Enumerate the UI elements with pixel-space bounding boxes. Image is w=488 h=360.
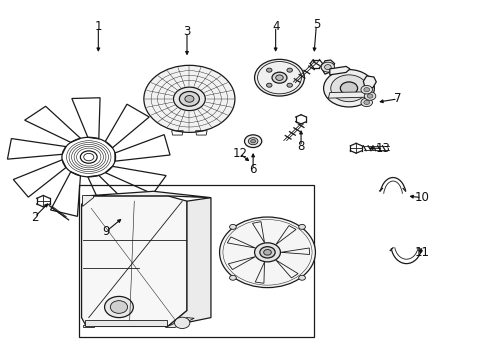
Text: 7: 7	[393, 93, 401, 105]
Circle shape	[363, 100, 369, 104]
Polygon shape	[328, 92, 369, 98]
Circle shape	[174, 317, 189, 329]
Circle shape	[324, 65, 330, 69]
Polygon shape	[82, 325, 93, 328]
Polygon shape	[86, 191, 210, 198]
Circle shape	[104, 296, 133, 318]
Circle shape	[254, 59, 304, 96]
Polygon shape	[363, 76, 376, 89]
Circle shape	[286, 83, 292, 87]
Circle shape	[229, 275, 236, 280]
Circle shape	[323, 69, 374, 107]
Circle shape	[366, 94, 372, 98]
Circle shape	[271, 72, 286, 83]
Circle shape	[110, 301, 127, 313]
Text: 2: 2	[31, 211, 38, 224]
Polygon shape	[167, 198, 210, 327]
Circle shape	[184, 95, 194, 102]
Circle shape	[298, 275, 305, 280]
Text: 8: 8	[297, 140, 304, 153]
Text: 5: 5	[312, 18, 320, 31]
Circle shape	[298, 224, 305, 229]
Text: 6: 6	[249, 163, 256, 176]
Circle shape	[179, 91, 199, 106]
Circle shape	[286, 68, 292, 72]
Circle shape	[229, 224, 236, 229]
Circle shape	[263, 249, 271, 255]
Polygon shape	[85, 320, 166, 327]
Circle shape	[360, 98, 372, 107]
Circle shape	[80, 151, 97, 163]
Circle shape	[266, 83, 271, 87]
Polygon shape	[81, 196, 186, 327]
Text: 12: 12	[232, 147, 247, 160]
Circle shape	[173, 87, 205, 111]
Text: 13: 13	[375, 142, 390, 155]
Circle shape	[360, 85, 372, 94]
Text: 3: 3	[183, 25, 190, 38]
Text: 11: 11	[413, 246, 428, 259]
Circle shape	[321, 62, 334, 72]
Polygon shape	[82, 195, 93, 207]
Circle shape	[363, 87, 369, 92]
Circle shape	[219, 217, 315, 288]
Circle shape	[250, 139, 255, 143]
Circle shape	[330, 75, 366, 102]
Circle shape	[340, 82, 357, 95]
Circle shape	[143, 65, 234, 132]
Polygon shape	[165, 318, 194, 328]
Circle shape	[254, 243, 280, 262]
Circle shape	[364, 92, 375, 100]
Polygon shape	[321, 60, 334, 74]
Polygon shape	[329, 66, 349, 75]
Text: 9: 9	[102, 225, 110, 238]
Text: 4: 4	[271, 20, 279, 33]
Circle shape	[266, 68, 271, 72]
Circle shape	[259, 247, 275, 258]
Circle shape	[275, 75, 283, 80]
Text: 1: 1	[94, 20, 102, 33]
Circle shape	[83, 153, 94, 161]
Bar	[79, 185, 313, 337]
Circle shape	[248, 138, 257, 145]
Circle shape	[244, 135, 261, 148]
Text: 10: 10	[413, 191, 428, 204]
